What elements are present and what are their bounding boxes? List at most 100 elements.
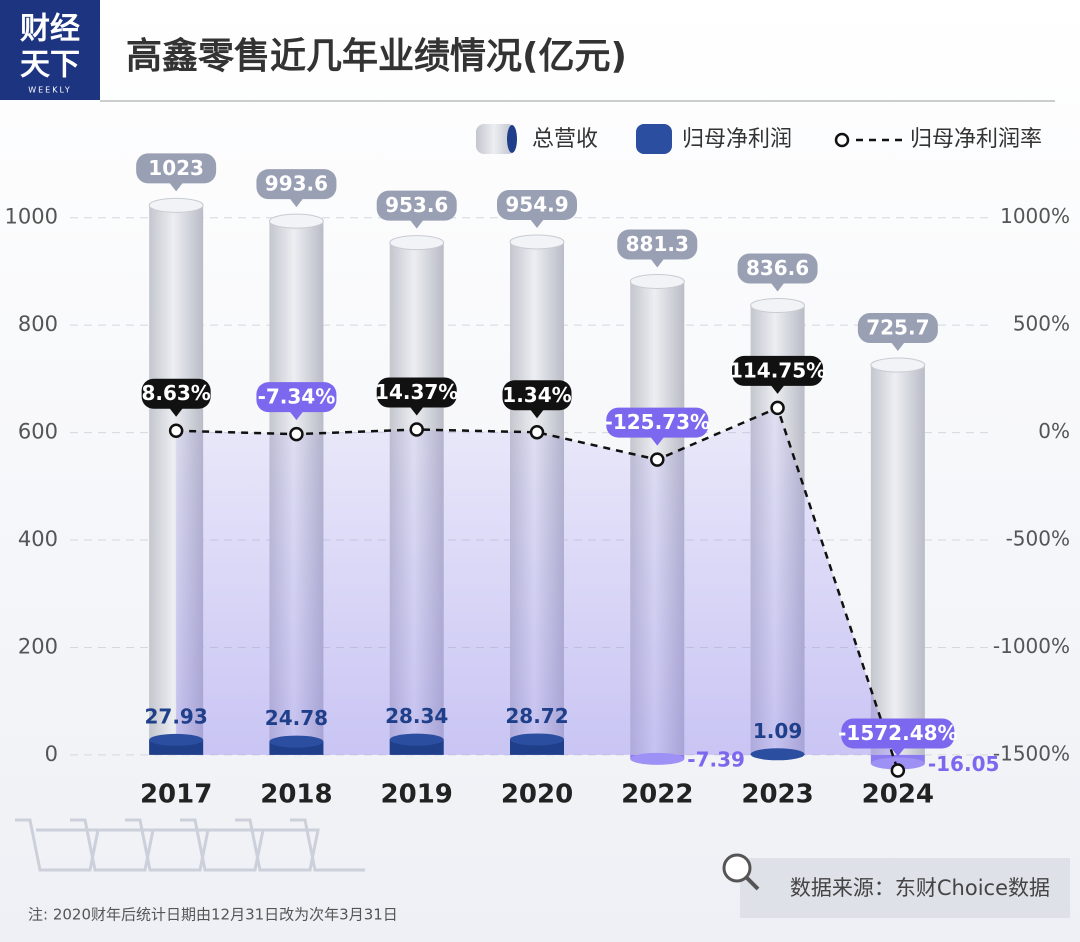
legend-swatch xyxy=(476,124,516,154)
label-bubble xyxy=(256,169,337,200)
source-box xyxy=(740,858,1070,918)
bar-cap xyxy=(509,234,565,250)
margin-point xyxy=(409,422,424,437)
bar-cap xyxy=(750,297,806,313)
x-tick-label: 2022 xyxy=(621,780,693,810)
label-bubble xyxy=(732,355,824,386)
y-tick-label: 400 xyxy=(18,527,58,551)
search-icon xyxy=(744,875,760,891)
label-pointer xyxy=(409,219,424,229)
label-bubble xyxy=(376,190,457,221)
profit-cap xyxy=(149,733,204,746)
profit-cap xyxy=(750,748,805,761)
data-label: 725.7 xyxy=(866,316,929,340)
y-tick-label: 0 xyxy=(45,742,58,766)
label-bubble xyxy=(606,407,709,438)
y2-tick-label: -500% xyxy=(1006,527,1070,551)
label-bubble xyxy=(502,380,572,411)
y-tick-label: 800 xyxy=(18,312,58,336)
search-icon xyxy=(722,853,752,883)
x-tick-label: 2023 xyxy=(741,780,813,810)
data-label: 881.3 xyxy=(626,232,689,256)
label-bubble xyxy=(841,718,955,749)
bar-cap xyxy=(268,213,324,229)
label-bubble xyxy=(376,377,457,408)
bar-cap xyxy=(870,357,926,373)
legend-swatch xyxy=(636,124,672,154)
source: 数据来源：东财Choice数据 xyxy=(790,876,1050,900)
label-pointer xyxy=(890,747,905,757)
y2-tick-label: 0% xyxy=(1038,419,1070,443)
profit-cap xyxy=(510,733,564,746)
data-label: 954.9 xyxy=(505,192,568,216)
x-tick-label: 2024 xyxy=(862,780,934,810)
bar-cap xyxy=(389,235,445,251)
label-bubble xyxy=(256,382,337,413)
margin-point xyxy=(890,763,906,778)
margin-point xyxy=(650,452,665,467)
x-tick-label: 2019 xyxy=(381,780,453,810)
bar-cap xyxy=(148,197,204,213)
profit-cap xyxy=(269,735,324,748)
legend-label: 归母净利润 xyxy=(682,127,792,152)
margin-point xyxy=(289,426,304,442)
margin-area xyxy=(176,407,898,771)
profit-label: 24.78 xyxy=(265,706,328,730)
data-label: 14.37% xyxy=(375,380,458,404)
note: 注: 2020财年后统计日期由12月31日改为次年3月31日 xyxy=(28,906,398,924)
profit-cap xyxy=(630,752,685,765)
y2-tick-label: 1000% xyxy=(1000,204,1070,228)
label-pointer xyxy=(169,407,184,417)
logo-text: 财经 xyxy=(20,12,80,47)
x-tick-label: 2017 xyxy=(140,780,212,810)
legend-label: 总营收 xyxy=(532,127,598,152)
label-bubble xyxy=(857,313,938,344)
chart-title: 高鑫零售近几年业绩情况(亿元) xyxy=(126,36,627,77)
margin-point xyxy=(529,425,545,440)
profit-label: 28.72 xyxy=(505,704,568,728)
margin-point xyxy=(168,423,184,438)
x-tick-label: 2018 xyxy=(260,780,332,810)
y-tick-label: 600 xyxy=(18,420,58,444)
legend-label: 归母净利润率 xyxy=(910,127,1042,152)
margin-point xyxy=(770,400,785,416)
profit-label: 28.34 xyxy=(385,704,448,728)
data-label: 114.75% xyxy=(729,358,826,382)
label-pointer xyxy=(409,406,424,416)
logo-box xyxy=(0,0,100,100)
y2-tick-label: -1000% xyxy=(993,634,1070,658)
data-label: -125.73% xyxy=(605,410,711,434)
data-label: 1.34% xyxy=(502,383,571,407)
label-bubble xyxy=(737,253,818,284)
label-pointer xyxy=(289,411,304,421)
legend-swatch xyxy=(834,132,850,148)
data-label: -7.34% xyxy=(258,385,336,409)
label-bubble xyxy=(141,378,211,409)
data-label: 8.63% xyxy=(141,381,210,405)
legend-swatch xyxy=(507,125,517,153)
x-tick-label: 2020 xyxy=(501,780,573,810)
data-label: 993.6 xyxy=(265,172,328,196)
label-pointer xyxy=(770,384,785,394)
label-bubble xyxy=(617,229,698,260)
legend: 总营收 归母净利润 归母净利润率 xyxy=(476,124,1042,154)
profit-label: -16.05 xyxy=(928,752,1000,776)
label-pointer xyxy=(289,198,304,208)
profit-cap xyxy=(389,733,444,746)
y2-tick-label: 500% xyxy=(1013,312,1070,336)
logo-sub: WEEKLY xyxy=(28,86,72,95)
profit-label: 1.09 xyxy=(753,719,802,743)
profit-label: 27.93 xyxy=(145,704,208,728)
label-pointer xyxy=(770,282,785,292)
label-bubble xyxy=(136,153,217,184)
data-label: 836.6 xyxy=(746,256,809,280)
label-pointer xyxy=(169,182,184,192)
y2-tick-label: -1500% xyxy=(993,741,1070,765)
label-pointer xyxy=(650,258,665,268)
data-label: -1572.48% xyxy=(838,721,957,745)
logo-text: 天下 xyxy=(20,48,80,83)
label-bubble xyxy=(497,189,577,220)
label-pointer xyxy=(530,218,544,228)
label-pointer xyxy=(890,342,905,352)
